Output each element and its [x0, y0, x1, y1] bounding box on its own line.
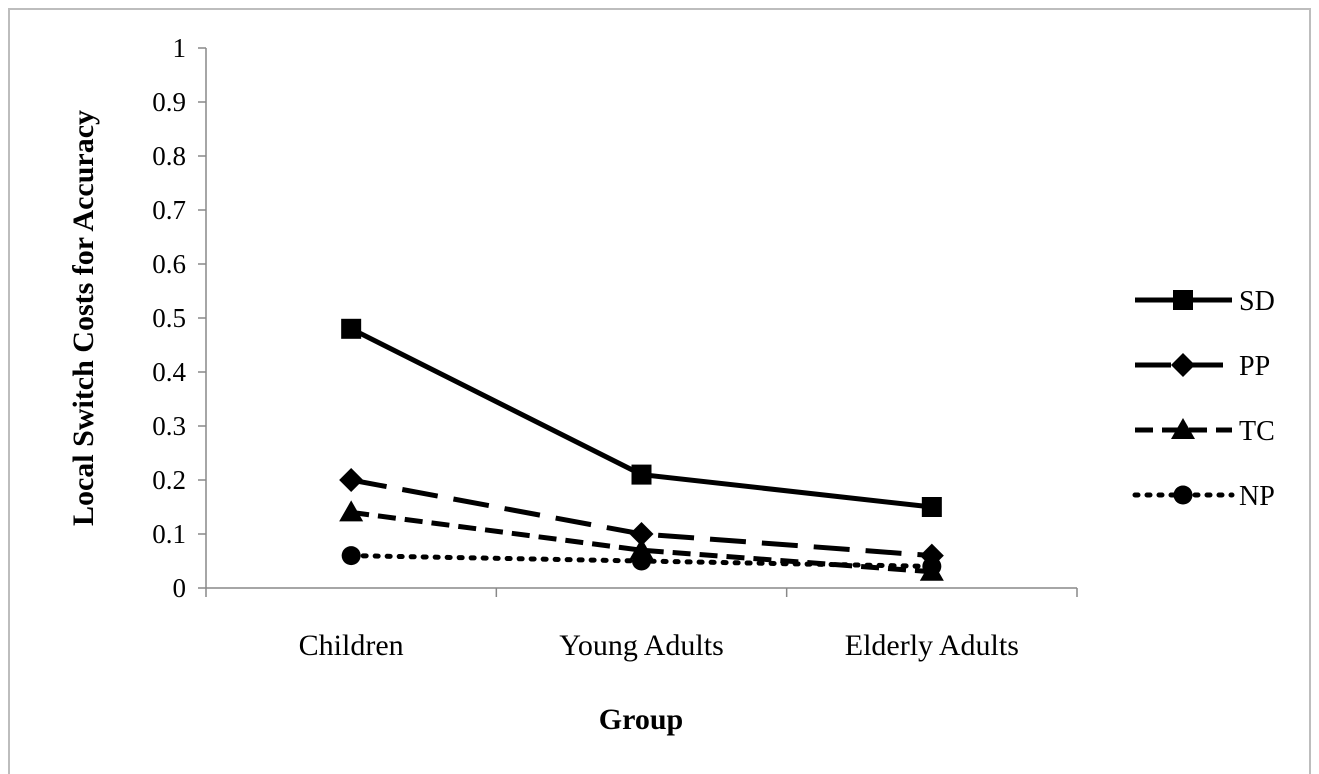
data-point-sd	[921, 497, 942, 517]
legend-marker	[1173, 290, 1193, 310]
x-tick-labels: Children Young Adults Elderly Adults	[205, 588, 1078, 662]
y-tick-label: 0	[173, 573, 187, 603]
series-lines	[339, 318, 944, 581]
legend-label: SD	[1239, 286, 1275, 317]
y-tick-label: 0.7	[152, 195, 186, 225]
y-tick-label: 0.1	[152, 519, 186, 549]
legend: SD PP TC NP	[1132, 286, 1275, 512]
y-tick-label: 0.5	[152, 303, 186, 333]
y-tick-label: 0.6	[152, 249, 186, 279]
series-sd	[341, 318, 942, 517]
series-pp	[339, 468, 944, 568]
data-point-np	[632, 551, 651, 571]
series-np	[341, 546, 942, 576]
y-tick-label: 0.8	[152, 141, 186, 171]
y-tick-labels: 0 0.1 0.2 0.3 0.4 0.5 0.6 0.7 0.8 0.9 1	[152, 33, 206, 603]
data-point-sd	[631, 464, 652, 485]
x-tick-label: Elderly Adults	[845, 629, 1019, 662]
legend-marker	[1171, 418, 1195, 439]
axes	[205, 48, 1077, 589]
legend-label: NP	[1239, 481, 1275, 512]
y-tick-label: 0.2	[152, 465, 186, 495]
x-axis-title: Group	[599, 703, 683, 736]
y-tick-label: 0.3	[152, 411, 186, 441]
legend-marker	[1173, 485, 1193, 505]
legend-marker	[1171, 353, 1195, 377]
legend-label: PP	[1239, 351, 1270, 382]
data-point-pp	[339, 468, 364, 492]
legend-item-np: NP	[1132, 481, 1275, 512]
legend-item-pp: PP	[1135, 351, 1270, 382]
x-tick-label: Children	[299, 629, 404, 662]
y-tick-label: 0.9	[152, 87, 186, 117]
legend-item-tc: TC	[1135, 416, 1275, 447]
data-point-sd	[341, 318, 362, 339]
data-point-np	[922, 556, 942, 576]
y-axis-title: Local Switch Costs for Accuracy	[67, 110, 100, 526]
legend-item-sd: SD	[1135, 286, 1275, 317]
x-tick-label: Young Adults	[559, 629, 724, 662]
data-point-tc	[339, 500, 364, 522]
y-tick-label: 1	[173, 33, 187, 63]
data-point-np	[341, 546, 361, 566]
legend-label: TC	[1239, 416, 1275, 447]
chart-frame	[8, 8, 1311, 774]
y-tick-label: 0.4	[152, 357, 186, 387]
data-point-pp	[629, 522, 654, 546]
